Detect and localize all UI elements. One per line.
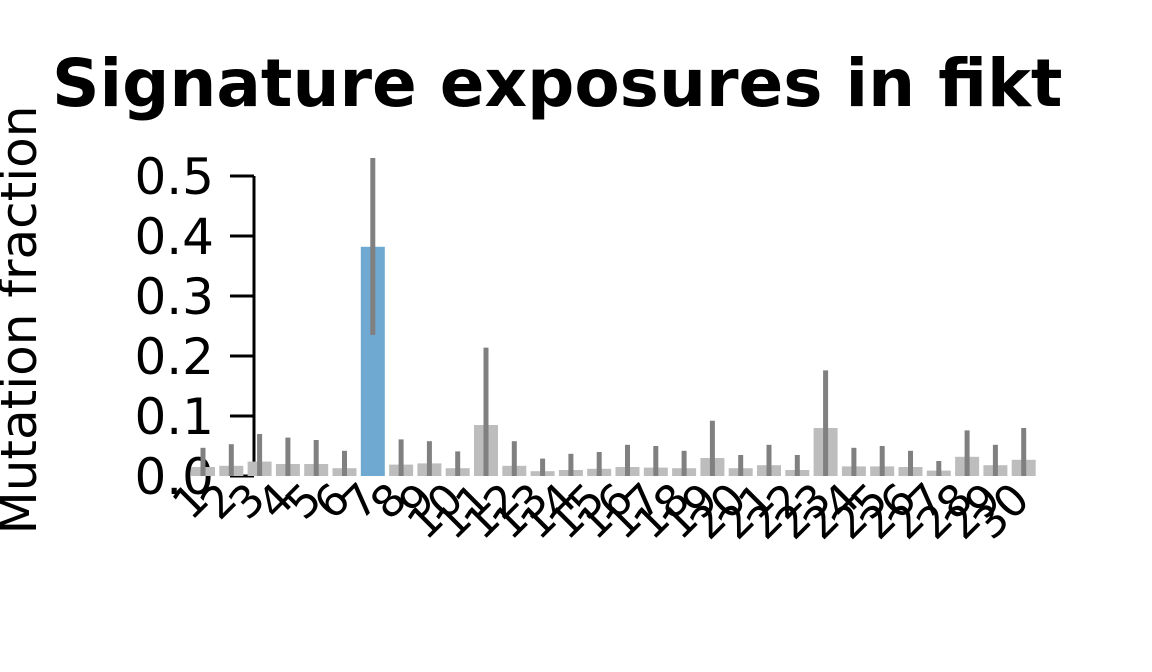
y-tick-label-0.3: 0.3 — [134, 268, 214, 326]
plot-area: 0.00.10.20.30.40.51234567891011121314151… — [134, 148, 1039, 549]
y-tick-label-0.1: 0.1 — [134, 388, 214, 446]
chart-title: Signature exposures in fikt — [52, 45, 1062, 122]
y-tick-label-0.5: 0.5 — [134, 148, 214, 206]
y-axis-label: Mutation fraction — [0, 106, 48, 535]
y-tick-label-0.4: 0.4 — [134, 208, 214, 266]
y-tick-label-0.2: 0.2 — [134, 328, 214, 386]
